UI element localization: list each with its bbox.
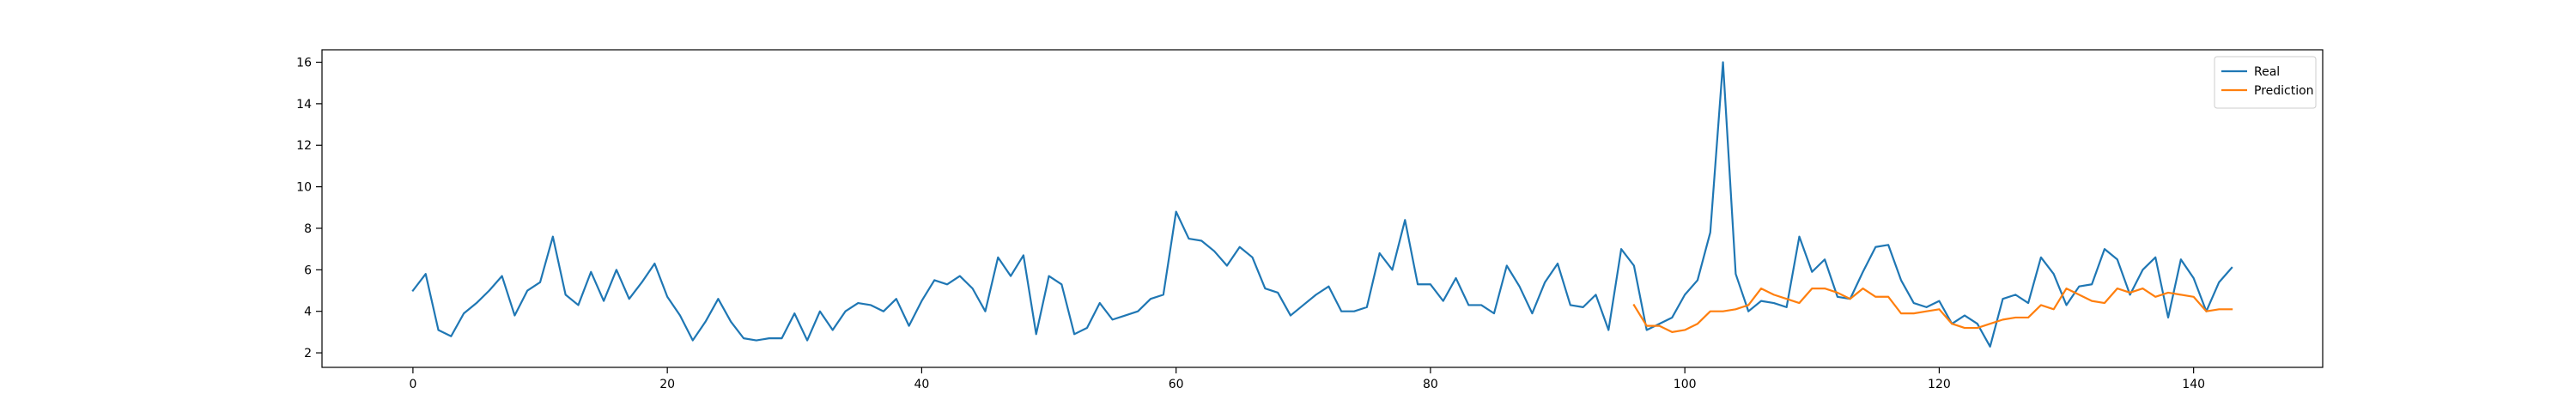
x-tick-label: 60	[1169, 378, 1184, 391]
series-line-prediction	[1632, 288, 2233, 333]
y-tick-label: 6	[304, 264, 312, 277]
y-tick-label: 10	[296, 181, 312, 195]
y-tick-label: 16	[296, 57, 312, 70]
legend-box	[2214, 56, 2317, 109]
axes-layer: 0 20 40 60 80 100 120 140 2 4 6 8 10 12 14 16	[296, 49, 2324, 391]
y-tick-label: 4	[304, 306, 312, 319]
x-tick-label: 0	[409, 378, 416, 391]
x-tick-label: 20	[659, 378, 675, 391]
x-tick-label: 140	[2182, 378, 2205, 391]
legend-label-prediction: Prediction	[2254, 84, 2314, 98]
x-tick-label: 80	[1423, 378, 1438, 391]
x-tick-label: 100	[1674, 378, 1697, 391]
legend: Real Prediction	[2214, 56, 2317, 109]
y-tick-label: 14	[296, 98, 312, 112]
x-tick-label: 120	[1928, 378, 1951, 391]
legend-label-real: Real	[2254, 65, 2280, 79]
series-line-real	[411, 61, 2233, 348]
x-tick-label: 40	[914, 378, 929, 391]
y-tick-label: 2	[304, 347, 312, 360]
plot-area	[322, 50, 2323, 367]
y-tick-label: 8	[304, 222, 312, 236]
y-tick-label: 12	[296, 139, 312, 153]
series-layer	[411, 61, 2233, 348]
axes-frame	[321, 49, 2324, 368]
